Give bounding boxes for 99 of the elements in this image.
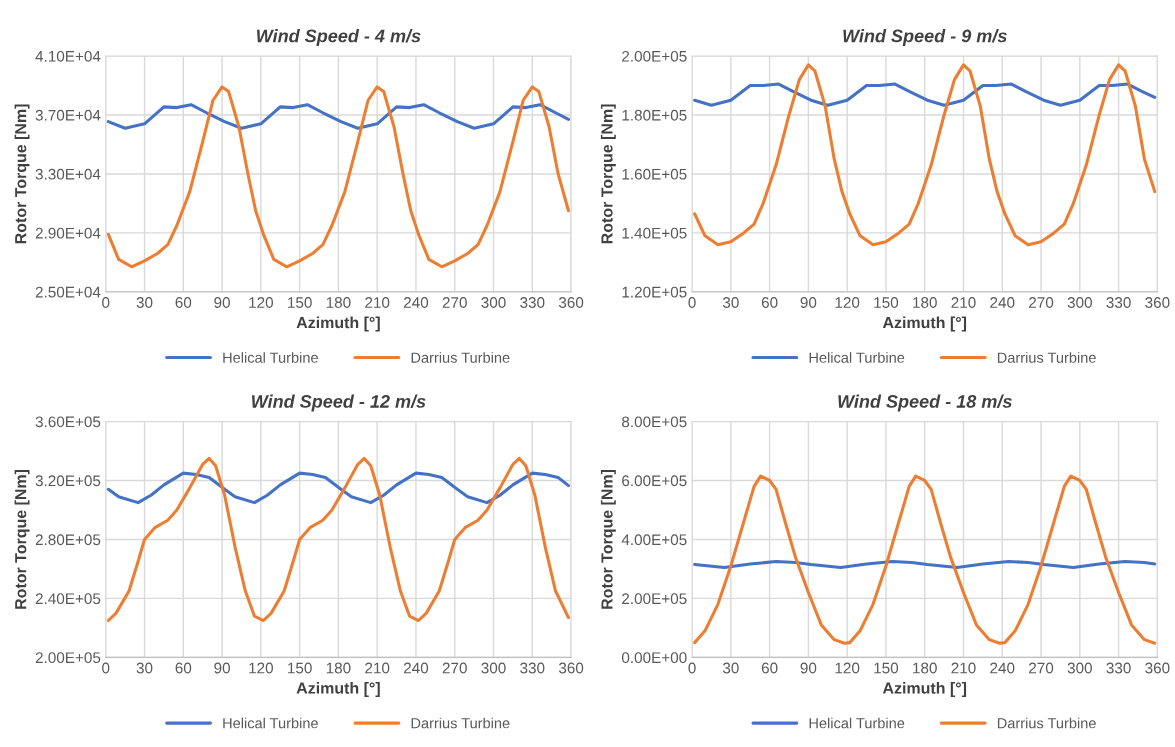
y-tick-label: 2.90E+04	[35, 227, 101, 239]
x-tick-label: 240	[990, 297, 1015, 308]
x-tick-label: 210	[951, 662, 976, 674]
x-tick-label: 360	[558, 662, 584, 674]
x-tick-label: 120	[835, 662, 860, 674]
x-tick-label: 150	[874, 297, 899, 308]
y-axis-title: Rotor Torque [Nm]	[600, 469, 616, 609]
x-tick-label: 300	[1067, 662, 1092, 674]
line-series	[106, 471, 571, 505]
legend-label: Helical Turbine	[223, 717, 318, 729]
y-tick-label: 2.40E+05	[35, 593, 101, 605]
legend-label: Helical Turbine	[223, 352, 318, 363]
x-axis-title: Azimuth [°]	[296, 316, 380, 332]
x-tick-label: 240	[403, 297, 429, 308]
x-tick-label: 360	[558, 297, 584, 308]
y-tick-label: 2.00E+05	[622, 593, 687, 605]
y-tick-label: 1.40E+05	[622, 227, 687, 239]
x-tick-label: 60	[761, 662, 778, 674]
y-tick-label: 4.10E+04	[35, 50, 101, 62]
x-tick-label: 60	[761, 297, 778, 308]
y-tick-label: 3.60E+05	[35, 416, 101, 428]
x-tick-label: 150	[288, 297, 312, 308]
x-tick-label: 360	[1145, 662, 1170, 674]
x-tick-label: 120	[835, 297, 860, 308]
y-axis-title: Rotor Torque [Nm]	[600, 104, 616, 244]
x-tick-label: 300	[481, 297, 506, 308]
y-tick-label: 6.00E+05	[622, 475, 687, 487]
y-tick-label: 1.80E+05	[622, 109, 687, 121]
legend-label: Helical Turbine	[809, 352, 905, 363]
x-tick-label: 120	[249, 297, 274, 308]
x-axis-title: Azimuth [°]	[882, 316, 967, 332]
x-tick-label: 180	[913, 662, 937, 674]
x-tick-label: 150	[288, 662, 312, 674]
legend-label: Darrius Turbine	[997, 352, 1096, 363]
x-tick-label: 90	[214, 662, 230, 674]
x-tick-label: 270	[442, 662, 467, 674]
x-tick-label: 330	[520, 662, 545, 674]
y-tick-label: 2.50E+04	[35, 286, 101, 298]
line-series	[693, 474, 1157, 645]
x-tick-label: 150	[874, 662, 899, 674]
x-tick-label: 90	[800, 662, 817, 674]
y-tick-label: 0.00E+00	[621, 652, 687, 664]
x-tick-label: 210	[365, 297, 390, 308]
line-series	[106, 456, 571, 623]
y-tick-label: 3.30E+04	[35, 168, 101, 180]
x-tick-label: 30	[722, 662, 739, 674]
x-tick-label: 90	[214, 297, 230, 308]
line-series	[693, 82, 1157, 107]
legend-label: Darrius Turbine	[997, 717, 1096, 729]
x-tick-label: 300	[481, 662, 506, 674]
x-tick-label: 30	[136, 297, 153, 308]
y-tick-label: 8.00E+05	[622, 416, 687, 428]
x-tick-label: 240	[403, 662, 429, 674]
y-tick-label: 3.70E+04	[35, 109, 101, 121]
y-tick-label: 2.00E+05	[622, 50, 687, 62]
legend-label: Darrius Turbine	[411, 717, 510, 729]
x-tick-label: 330	[1106, 662, 1131, 674]
y-tick-label: 2.00E+05	[35, 652, 101, 664]
y-axis-title: Rotor Torque [Nm]	[14, 469, 30, 609]
y-tick-label: 1.20E+05	[622, 286, 687, 298]
x-tick-label: 270	[442, 297, 467, 308]
x-tick-label: 330	[520, 297, 545, 308]
x-tick-label: 330	[1106, 297, 1131, 308]
x-tick-label: 0	[688, 297, 696, 308]
x-tick-label: 210	[365, 662, 390, 674]
x-tick-label: 300	[1067, 297, 1092, 308]
x-tick-label: 270	[1029, 662, 1054, 674]
y-tick-label: 1.60E+05	[622, 168, 687, 180]
x-tick-label: 60	[175, 297, 192, 308]
x-tick-label: 360	[1145, 297, 1170, 308]
chart-title: Wind Speed - 18 m/s	[838, 394, 1012, 412]
chart-title: Wind Speed - 9 m/s	[843, 29, 1007, 46]
x-tick-label: 180	[326, 297, 351, 308]
y-tick-label: 2.80E+05	[35, 534, 101, 546]
chart-title: Wind Speed - 12 m/s	[252, 394, 426, 412]
line-series	[106, 103, 571, 130]
x-tick-label: 180	[326, 662, 351, 674]
legend-label: Darrius Turbine	[411, 352, 510, 363]
legend-label: Helical Turbine	[809, 717, 905, 729]
x-axis-title: Azimuth [°]	[296, 682, 380, 697]
x-tick-label: 240	[990, 662, 1015, 674]
line-series	[693, 63, 1157, 247]
x-tick-label: 120	[249, 662, 274, 674]
line-series	[106, 85, 571, 269]
x-tick-label: 30	[722, 297, 739, 308]
chart-title: Wind Speed - 4 m/s	[257, 29, 421, 46]
x-tick-label: 90	[800, 297, 817, 308]
y-tick-label: 3.20E+05	[35, 475, 101, 487]
x-tick-label: 210	[951, 297, 976, 308]
x-tick-label: 270	[1029, 297, 1054, 308]
x-tick-label: 0	[102, 297, 110, 308]
y-tick-label: 4.00E+05	[621, 534, 687, 546]
x-tick-label: 0	[688, 662, 696, 674]
x-tick-label: 0	[102, 662, 110, 674]
x-tick-label: 60	[175, 662, 192, 674]
x-tick-label: 30	[136, 662, 153, 674]
x-tick-label: 180	[913, 297, 937, 308]
y-axis-title: Rotor Torque [Nm]	[14, 104, 30, 244]
x-axis-title: Azimuth [°]	[882, 682, 967, 697]
